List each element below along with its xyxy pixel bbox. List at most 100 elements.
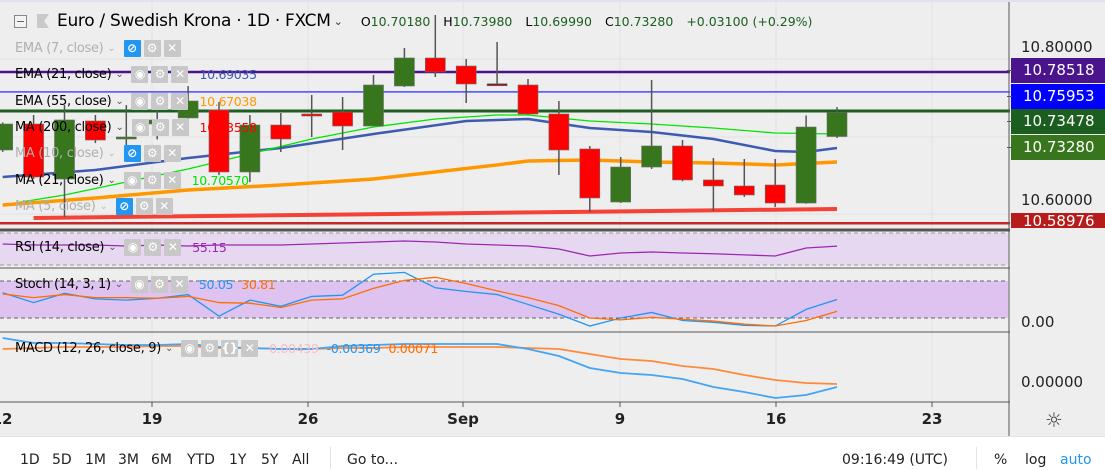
gear-icon[interactable]: ⚙ — [151, 118, 169, 136]
collapse-icon[interactable] — [14, 14, 27, 28]
candle-body — [332, 111, 353, 127]
indicator-legend[interactable]: MA (21, close) ⌄ ◉ ⚙ ✕ 10.70570 — [15, 171, 249, 189]
chevron-down-icon[interactable]: ⌄ — [114, 278, 123, 290]
chevron-down-icon[interactable]: ⌄ — [107, 174, 116, 186]
ma-line — [2, 117, 838, 179]
symbol-title[interactable]: Euro / Swedish Krona · 1D · FXCM — [57, 11, 331, 31]
chart-area[interactable] — [0, 0, 1105, 438]
bottom-toolbar: 1D 5D 1M 3M 6M YTD 1Y 5Y All Go to... 09… — [0, 436, 1105, 470]
indicator-value: 10.67038 — [199, 93, 257, 109]
indicator-legend[interactable]: MA (10, close) ⌄ ⊘ ⚙ ✕ — [15, 144, 184, 162]
range-ytd[interactable]: YTD — [187, 452, 215, 468]
macd-legend[interactable]: MACD (12, 26, close, 9) ⌄ ◉ ⚙{} ✕ 0.00439 -… — [15, 339, 438, 357]
gear-icon[interactable]: ⚙ — [144, 238, 162, 256]
time-label: 19 — [141, 410, 163, 428]
stoch-k-line — [2, 271, 838, 327]
low-value: 10.69990 — [532, 13, 592, 29]
rsi-name: RSI (14, close) — [15, 239, 105, 255]
close-icon[interactable]: ✕ — [155, 197, 173, 215]
gear-icon[interactable]: ⚙ — [150, 275, 168, 293]
close-icon[interactable]: ✕ — [163, 171, 181, 189]
range-6m[interactable]: 6M — [151, 452, 172, 468]
eye-slash-icon[interactable]: ⊘ — [123, 144, 141, 162]
candle-body — [394, 57, 415, 87]
stoch-d-value: 30.81 — [241, 276, 276, 292]
chevron-down-icon[interactable]: ⌄ — [164, 342, 174, 354]
indicator-name: MA (10, close) — [15, 145, 104, 161]
indicator-legend[interactable]: EMA (7, close) ⌄ ⊘ ⚙ ✕ — [15, 39, 184, 57]
stoch-legend[interactable]: Stoch (14, 3, 1) ⌄ ◉ ⚙ ✕ 50.05 30.81 — [15, 275, 276, 293]
candle-body — [672, 145, 693, 181]
indicator-legend[interactable]: MA (200, close) ⌄ ◉ ⚙ ✕ 10.63558 — [15, 118, 257, 136]
indicator-legend[interactable]: EMA (55, close) ⌄ ◉ ⚙ ✕ 10.67038 — [15, 92, 257, 110]
indicator-legend[interactable]: MA (5, close) ⌄ ⊘ ⚙ ✕ — [15, 197, 176, 215]
goto-button[interactable]: Go to... — [347, 452, 399, 468]
eye-slash-icon[interactable]: ⊘ — [123, 39, 141, 57]
gear-icon[interactable]: ⚙ — [143, 39, 161, 57]
range-5y[interactable]: 5Y — [261, 452, 279, 468]
range-3m[interactable]: 3M — [118, 452, 139, 468]
candle-body — [641, 145, 662, 168]
range-all[interactable]: All — [292, 452, 310, 468]
indicator-value: 10.70570 — [191, 172, 250, 188]
gear-icon[interactable]: ⚙ — [151, 92, 169, 110]
gear-icon[interactable]: ⚙ — [151, 65, 169, 83]
candle-body — [301, 113, 323, 117]
gear-icon[interactable]: ⚙ — [135, 197, 153, 215]
chevron-down-icon[interactable]: ⌄ — [115, 121, 124, 133]
gear-icon[interactable]: ⚙ — [143, 144, 161, 162]
auto-toggle[interactable]: auto — [1060, 452, 1092, 468]
percent-toggle[interactable]: % — [994, 452, 1008, 468]
settings-gear-icon[interactable]: ☼ — [1045, 408, 1063, 432]
chevron-down-icon[interactable]: ⌄ — [108, 241, 117, 253]
chevron-down-icon[interactable]: ⌄ — [107, 42, 116, 54]
rsi-legend[interactable]: RSI (14, close) ⌄ ◉ ⚙ ✕ 55.15 — [15, 238, 227, 256]
high-value: 10.73980 — [452, 13, 513, 29]
indicator-name: EMA (7, close) — [15, 40, 104, 56]
chevron-down-icon[interactable]: ⌄ — [333, 14, 343, 28]
close-icon[interactable]: ✕ — [171, 65, 189, 83]
close-icon[interactable]: ✕ — [171, 118, 189, 136]
indicator-legend[interactable]: EMA (21, close) ⌄ ◉ ⚙ ✕ 10.69035 — [15, 65, 257, 83]
eye-icon[interactable]: ◉ — [181, 339, 199, 357]
range-1y[interactable]: 1Y — [229, 452, 247, 468]
close-icon[interactable]: ✕ — [163, 144, 181, 162]
price-label-red-line: 10.58976 — [1011, 213, 1105, 228]
eye-slash-icon[interactable]: ⊘ — [115, 197, 133, 215]
macd-signal-line — [2, 345, 838, 385]
time-label: 23 — [921, 410, 943, 428]
eye-icon[interactable]: ◉ — [131, 65, 149, 83]
eye-icon[interactable]: ◉ — [130, 275, 148, 293]
close-icon[interactable]: ✕ — [163, 39, 181, 57]
eye-icon[interactable]: ◉ — [131, 118, 149, 136]
chevron-down-icon[interactable]: ⌄ — [115, 95, 124, 107]
candle-body — [610, 166, 632, 203]
close-icon[interactable]: ✕ — [170, 275, 188, 293]
candle-body — [826, 112, 848, 137]
gear-icon[interactable]: ⚙ — [143, 171, 161, 189]
close-icon[interactable]: ✕ — [164, 238, 182, 256]
chevron-down-icon[interactable]: ⌄ — [107, 147, 116, 159]
chevron-down-icon[interactable]: ⌄ — [115, 68, 124, 80]
range-1m[interactable]: 1M — [85, 452, 106, 468]
eye-icon[interactable]: ◉ — [131, 92, 149, 110]
log-toggle[interactable]: log — [1025, 452, 1047, 468]
eye-icon[interactable]: ◉ — [123, 171, 141, 189]
price-tick: 10.60000 — [1021, 191, 1093, 209]
candle-body — [239, 124, 261, 173]
eye-icon[interactable]: ◉ — [124, 238, 142, 256]
gear-icon[interactable]: ⚙ — [201, 339, 219, 357]
chevron-down-icon[interactable]: ⌄ — [99, 200, 108, 212]
clock-utc[interactable]: 09:16:49 (UTC) — [842, 452, 949, 468]
stoch-k-value: 50.05 — [198, 276, 234, 292]
range-5d[interactable]: 5D — [52, 452, 72, 468]
close-icon[interactable]: ✕ — [171, 92, 189, 110]
source-code-icon[interactable]: {} — [221, 339, 238, 357]
candle-body — [54, 119, 75, 180]
indicator-name: MA (200, close) — [15, 119, 112, 135]
macd-axis-tick: 0.00000 — [1021, 373, 1084, 391]
close-icon[interactable]: ✕ — [241, 339, 259, 357]
range-1d[interactable]: 1D — [20, 452, 40, 468]
candle-body — [795, 126, 817, 204]
stoch-name: Stoch (14, 3, 1) — [15, 276, 111, 292]
